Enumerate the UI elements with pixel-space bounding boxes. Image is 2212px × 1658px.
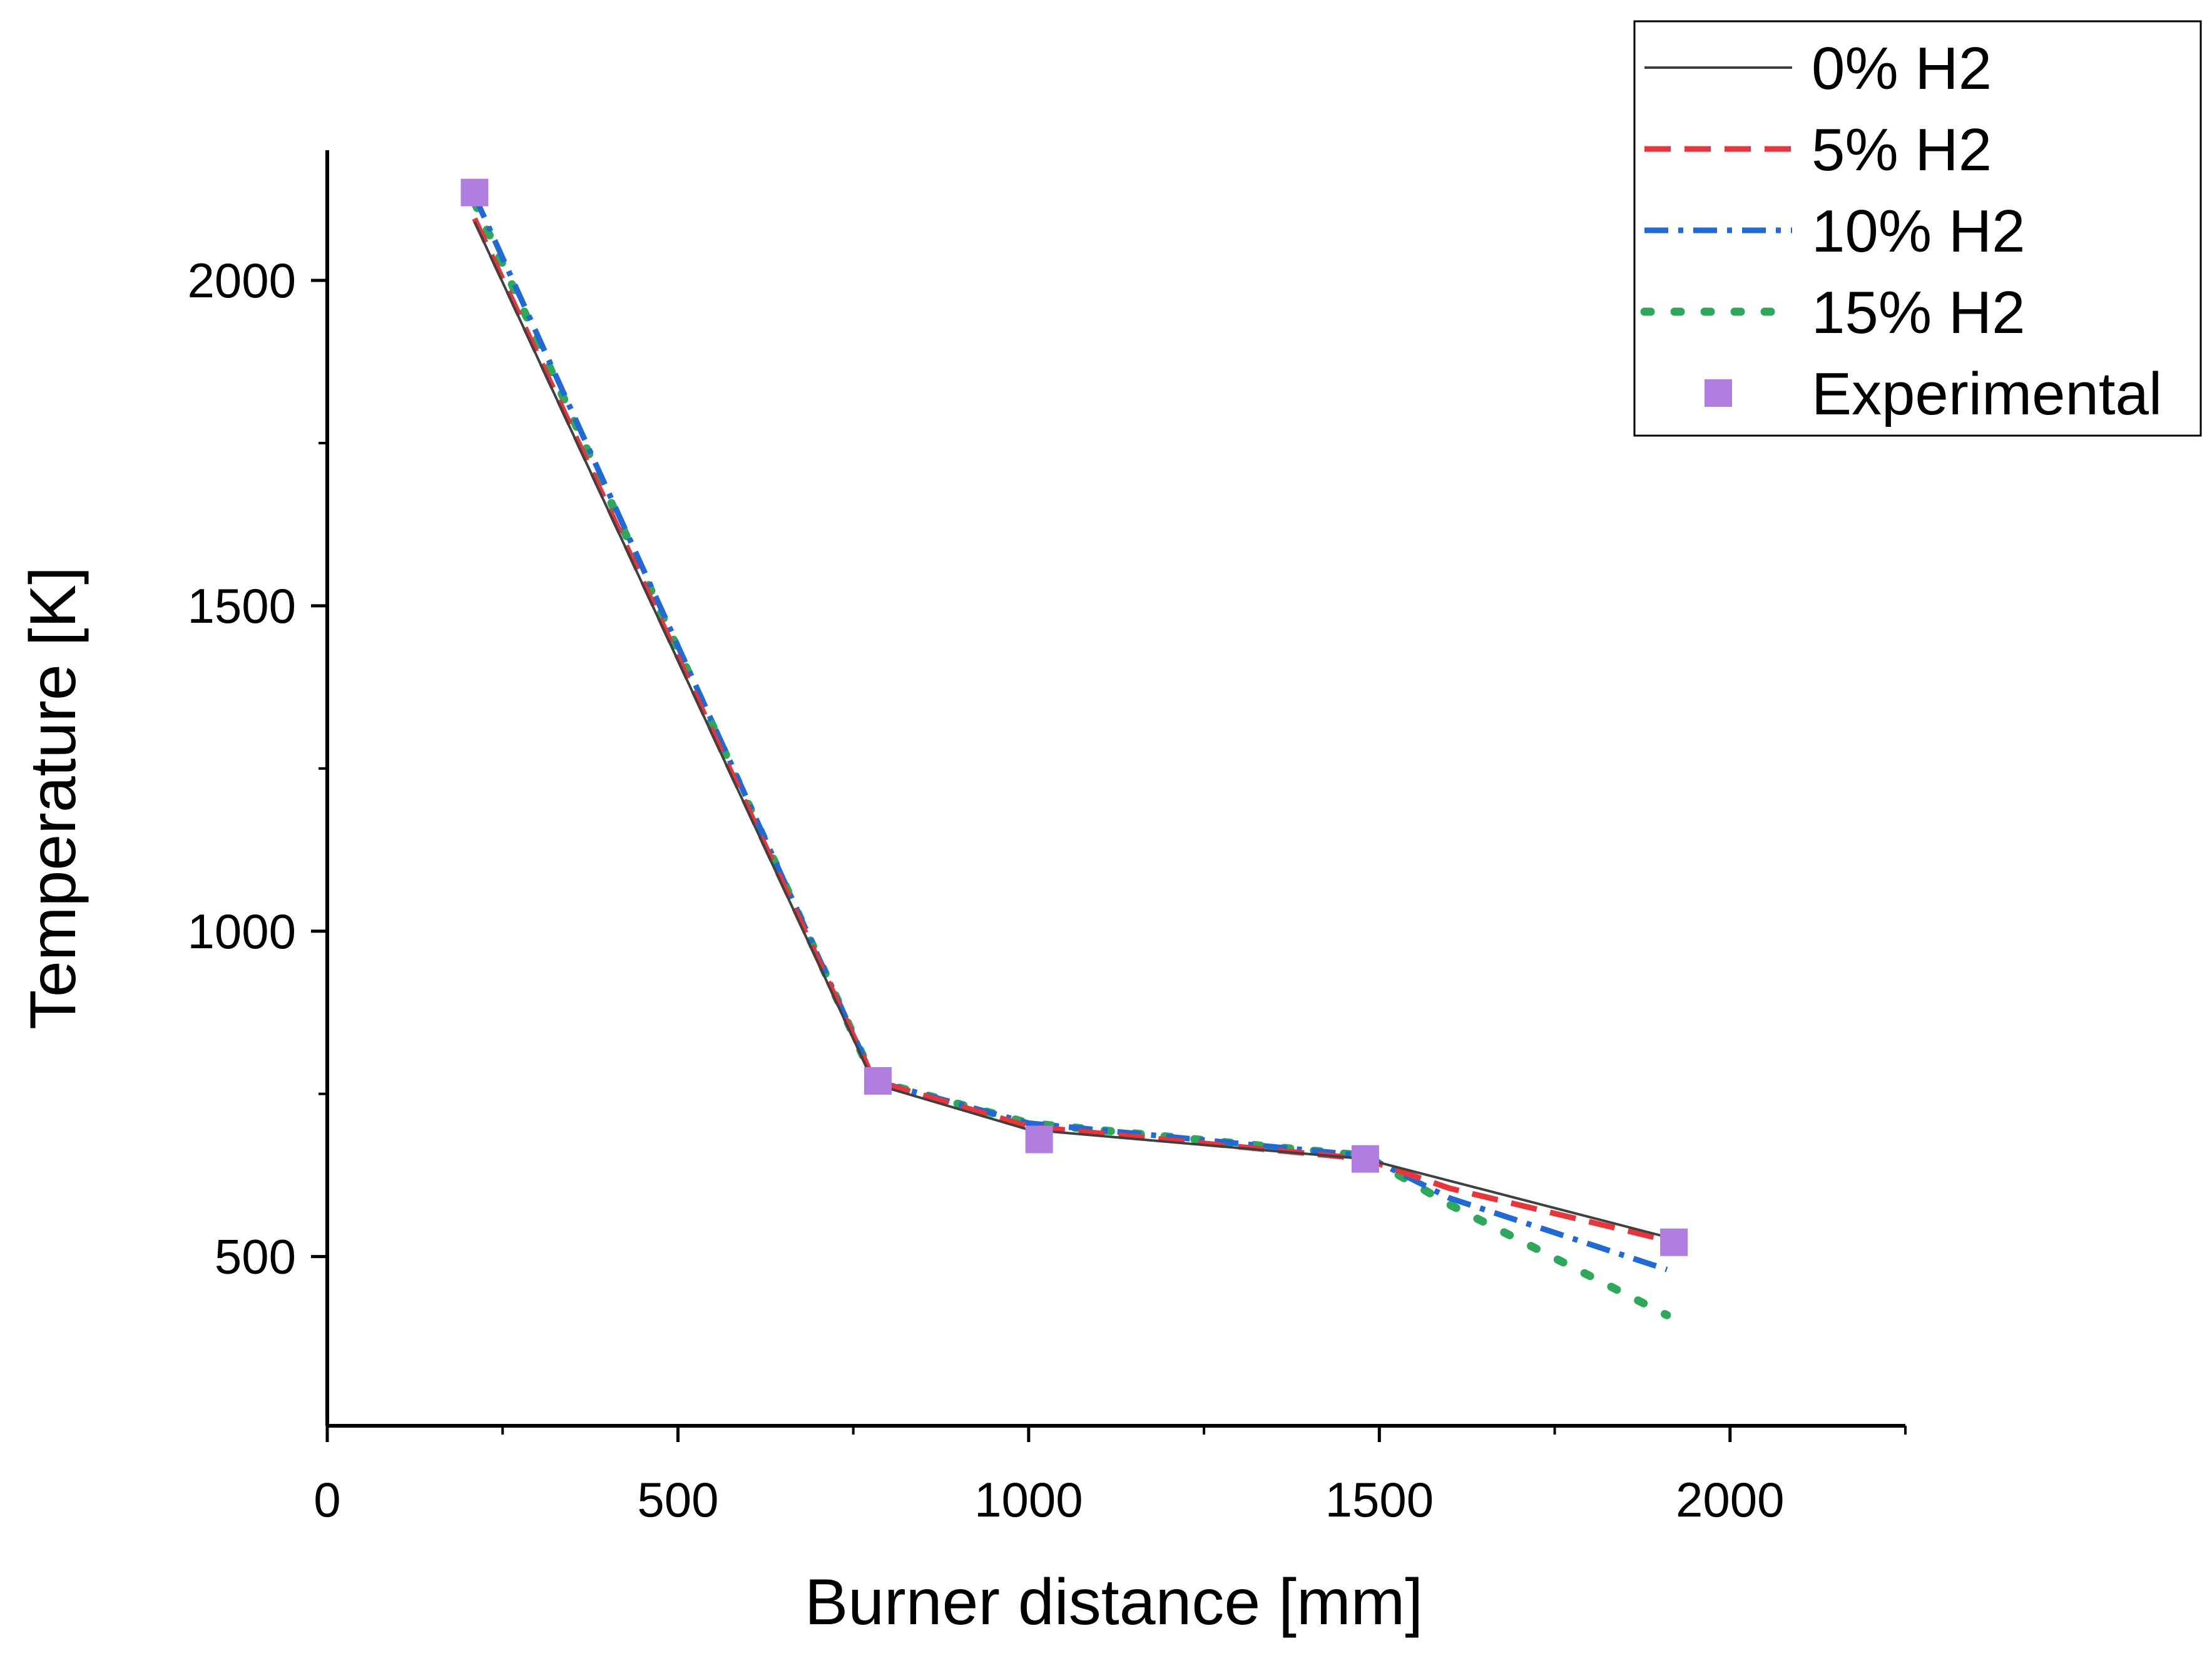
legend-label: 15% H2 (1812, 279, 2026, 346)
x-tick-label: 2000 (1676, 1472, 1785, 1527)
legend-label: 5% H2 (1812, 116, 1992, 183)
series-line-5-h2 (472, 217, 1668, 1244)
y-tick-label: 2000 (187, 253, 296, 308)
experimental-marker (864, 1067, 892, 1095)
experimental-marker (1660, 1228, 1688, 1256)
y-tick-label: 1500 (187, 578, 296, 633)
x-ticks: 0 500 1000 1500 2000 (313, 1426, 1907, 1527)
y-tick-label: 500 (215, 1229, 296, 1284)
plot-lines (470, 194, 1671, 1319)
legend-swatch (1705, 379, 1732, 407)
experimental-marker (1351, 1145, 1379, 1173)
legend-entries: 0% H2 5% H2 10% H2 15% H2 Experimental (1640, 35, 2162, 427)
series-line-15-h2 (470, 198, 1671, 1319)
experimental-marker (461, 178, 489, 207)
plot-markers (461, 178, 1688, 1256)
x-tick-label: 0 (313, 1472, 340, 1527)
experimental-marker (1025, 1125, 1053, 1154)
y-ticks: 500 1000 1500 2000 (187, 253, 327, 1284)
x-tick-label: 500 (637, 1472, 718, 1527)
series-line-10-h2 (472, 194, 1668, 1272)
y-tick-label: 1000 (187, 904, 296, 959)
y-axis-title: Temperature [K] (17, 566, 89, 1030)
series-line-0-h2 (473, 221, 1668, 1239)
axes: 0 500 1000 1500 2000 500 1000 1500 2000 (187, 150, 1907, 1527)
legend-label: 0% H2 (1812, 35, 1992, 102)
legend-label: 10% H2 (1812, 198, 2026, 265)
legend-label: Experimental (1812, 361, 2162, 427)
x-axis-title: Burner distance [mm] (805, 1566, 1423, 1639)
x-tick-label: 1000 (974, 1472, 1083, 1527)
legend: 0% H2 5% H2 10% H2 15% H2 Experimental (1633, 20, 2202, 437)
x-tick-label: 1500 (1325, 1472, 1434, 1527)
